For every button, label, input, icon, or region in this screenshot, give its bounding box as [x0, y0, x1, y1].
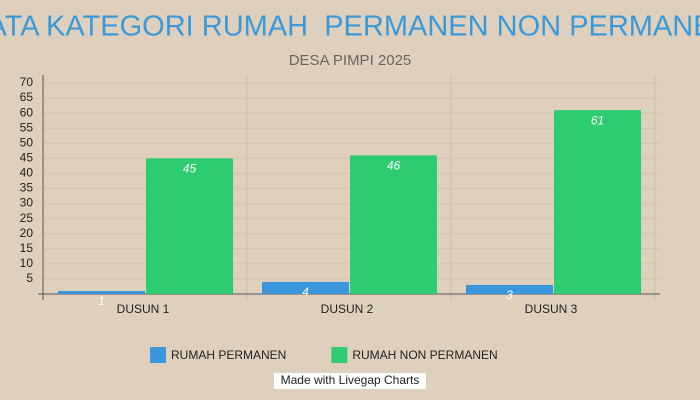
x-tick-label: DUSUN 2 [321, 302, 374, 316]
y-tick-label: 55 [20, 120, 34, 134]
value-label: 4 [302, 285, 309, 299]
x-tick-label: DUSUN 1 [117, 302, 170, 316]
legend-swatch [331, 347, 348, 363]
footer-box [274, 373, 426, 389]
bar [350, 155, 437, 294]
y-tick-label: 70 [20, 75, 34, 89]
bar [466, 284, 553, 294]
legend-label: RUMAH PERMANEN [171, 348, 286, 362]
bar [58, 290, 145, 294]
value-label: 45 [183, 162, 197, 176]
value-label: 3 [506, 288, 513, 302]
legend-label: RUMAH NON PERMANEN [352, 348, 497, 362]
y-tick-label: 20 [20, 226, 34, 240]
bar [146, 158, 233, 294]
value-label: 1 [98, 294, 105, 308]
bar [554, 110, 641, 294]
value-label: 46 [387, 159, 401, 173]
x-tick-label: DUSUN 3 [525, 302, 578, 316]
y-tick-label: 10 [20, 256, 34, 270]
y-tick-label: 35 [20, 181, 34, 195]
y-tick-label: 60 [20, 105, 34, 119]
y-tick-label: 40 [20, 166, 34, 180]
chart-title: DATA KATEGORI RUMAH PERMANEN NON PERMANE… [0, 11, 700, 43]
y-tick-label: 45 [20, 151, 34, 165]
y-tick-label: 5 [26, 271, 33, 285]
y-tick-label: 25 [20, 211, 34, 225]
value-label: 61 [591, 113, 604, 127]
y-tick-label: 15 [20, 241, 34, 255]
bar [262, 281, 349, 294]
footer: Made with Livegap Charts [281, 373, 420, 387]
legend-swatch [150, 347, 166, 363]
y-tick-label: 65 [20, 90, 34, 104]
y-tick-label: 30 [20, 196, 34, 210]
chart-subtitle: DESA PIMPI 2025 [289, 52, 412, 69]
y-tick-label: 50 [20, 135, 34, 149]
